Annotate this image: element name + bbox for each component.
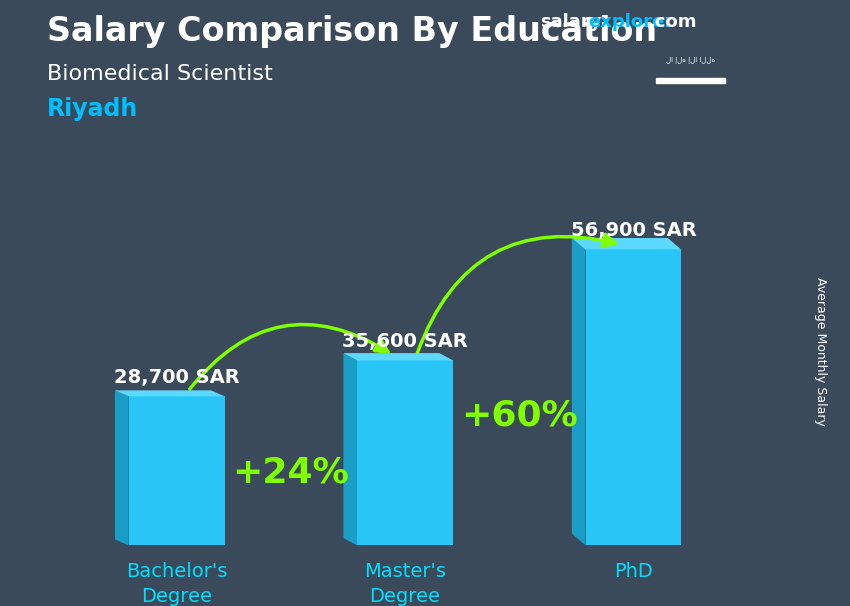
Text: Riyadh: Riyadh	[47, 97, 138, 121]
Text: Biomedical Scientist: Biomedical Scientist	[47, 64, 273, 84]
Text: Salary Comparison By Education: Salary Comparison By Education	[47, 15, 657, 48]
Polygon shape	[343, 353, 357, 545]
Polygon shape	[128, 396, 224, 545]
Text: 56,900 SAR: 56,900 SAR	[570, 222, 696, 241]
Text: explorer: explorer	[588, 13, 673, 32]
Polygon shape	[586, 250, 682, 545]
Polygon shape	[357, 361, 453, 545]
Text: salary: salary	[540, 13, 601, 32]
Text: 28,700 SAR: 28,700 SAR	[114, 368, 240, 387]
Polygon shape	[572, 238, 682, 250]
Text: +24%: +24%	[233, 456, 349, 490]
Polygon shape	[343, 353, 453, 361]
Text: .com: .com	[648, 13, 696, 32]
Text: لا إله إلا الله: لا إله إلا الله	[666, 56, 715, 63]
Text: Average Monthly Salary: Average Monthly Salary	[813, 277, 827, 426]
Text: +60%: +60%	[461, 399, 578, 433]
Polygon shape	[572, 238, 586, 545]
Bar	[656, 78, 725, 82]
Text: 35,600 SAR: 35,600 SAR	[343, 332, 468, 351]
Polygon shape	[115, 390, 128, 545]
Polygon shape	[115, 390, 224, 396]
